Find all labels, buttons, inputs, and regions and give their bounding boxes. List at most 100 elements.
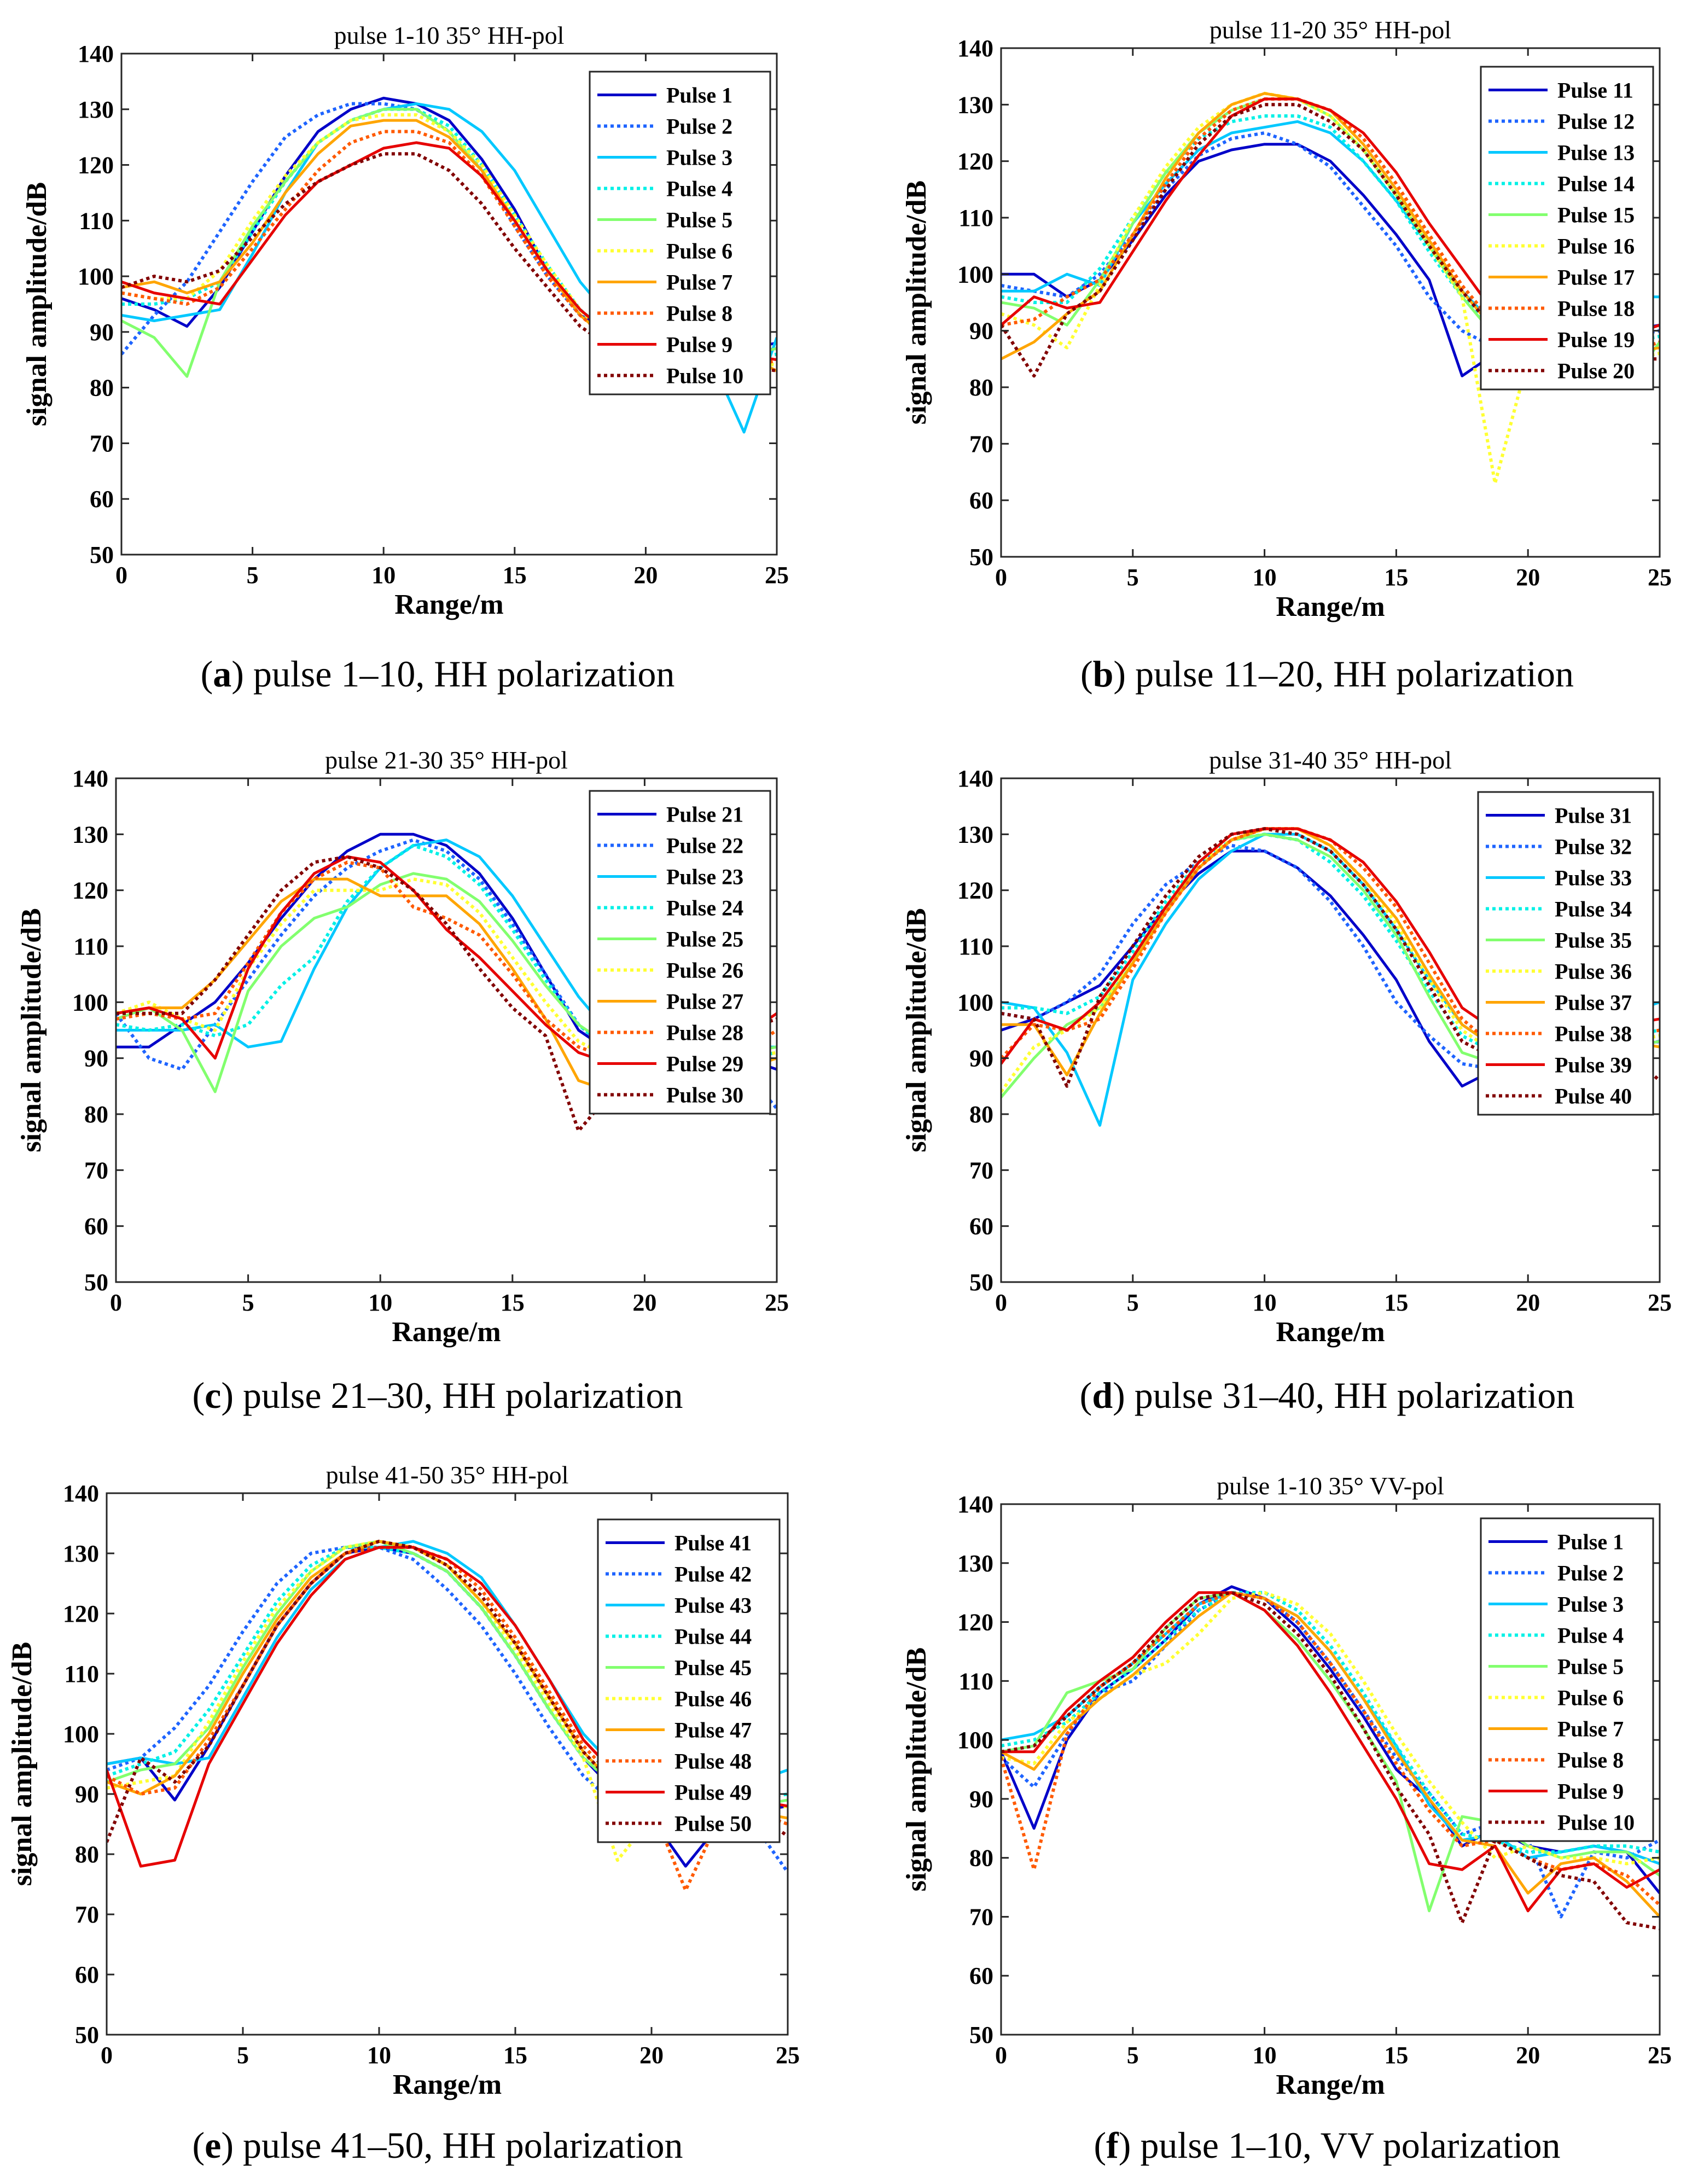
axes-frame: [106, 1492, 789, 2036]
y-tick-label: 110: [73, 933, 108, 960]
y-axis-label: signal amplitude/dB: [21, 182, 53, 426]
series-line-pulse-48: [107, 1546, 788, 1892]
legend-label: Pulse 29: [666, 1052, 743, 1076]
legend-label: Pulse 34: [1555, 897, 1632, 922]
series-line-pulse-7: [1001, 1591, 1660, 1918]
y-tick-label: 100: [957, 261, 993, 288]
y-tick-label: 90: [969, 1786, 993, 1813]
axes-frame: [120, 53, 778, 556]
series-line-pulse-10: [1001, 1591, 1660, 1930]
x-tick-label: 0: [101, 2042, 113, 2069]
chart-title: pulse 11-20 35° HH-pol: [1209, 16, 1451, 44]
axes-frame: [1000, 1503, 1661, 2036]
legend-label: Pulse 20: [1557, 359, 1635, 383]
legend-label: Pulse 7: [1557, 1717, 1624, 1742]
legend-label: Pulse 19: [1557, 328, 1635, 352]
panel-caption: (a) pulse 1–10, HH polarization: [201, 653, 675, 695]
y-tick-label: 70: [969, 1903, 993, 1930]
y-tick-label: 70: [969, 1157, 993, 1184]
axes-frame: [115, 777, 778, 1283]
legend-label: Pulse 2: [1557, 1561, 1624, 1586]
y-tick-label: 100: [957, 989, 993, 1016]
legend-label: Pulse 30: [666, 1083, 743, 1108]
y-tick-label: 70: [90, 430, 114, 457]
x-tick-label: 15: [1384, 564, 1408, 591]
x-tick-label: 20: [1516, 1289, 1540, 1316]
y-tick-label: 110: [958, 933, 993, 960]
y-tick-label: 60: [84, 1213, 108, 1240]
series-line-pulse-34: [1001, 832, 1660, 1060]
x-tick-label: 20: [639, 2042, 664, 2069]
x-tick-label: 10: [1253, 2042, 1277, 2069]
x-tick-label: 5: [1127, 564, 1139, 591]
caption-letter: e: [205, 2124, 221, 2166]
x-tick-label: 10: [368, 1289, 392, 1316]
y-tick-label: 140: [957, 765, 993, 792]
legend-label: Pulse 8: [666, 301, 732, 326]
legend-label: Pulse 8: [1557, 1748, 1624, 1773]
caption-letter: b: [1093, 653, 1114, 695]
legend-label: Pulse 31: [1555, 803, 1632, 828]
y-tick-label: 130: [957, 1550, 993, 1577]
y-tick-label: 100: [72, 989, 108, 1016]
x-tick-label: 10: [371, 562, 396, 589]
y-tick-label: 130: [78, 96, 114, 123]
chart-panel-a: 0 5 10 15 20 25 50 60 70 80 90 100 110 120 130 140 pulse…: [21, 21, 789, 695]
legend-label: Pulse 6: [1557, 1686, 1624, 1710]
x-tick-label: 0: [995, 564, 1007, 591]
x-tick-label: 20: [1516, 2042, 1540, 2069]
legend-label: Pulse 27: [666, 989, 743, 1014]
y-tick-label: 80: [75, 1841, 99, 1868]
x-axis-label: Range/m: [392, 1317, 501, 1348]
x-tick-label: 0: [115, 562, 127, 589]
legend-label: Pulse 14: [1557, 172, 1635, 196]
caption-letter: f: [1106, 2124, 1119, 2166]
chart-panel-c: 0 5 10 15 20 25 50 60 70 80 90 100 110 120 130 140 pulse…: [16, 746, 789, 1416]
x-tick-label: 15: [501, 1289, 525, 1316]
legend-label: Pulse 13: [1557, 141, 1635, 165]
series-line-pulse-9: [1001, 1591, 1660, 1913]
y-tick-label: 100: [78, 263, 114, 290]
x-axis-label: Range/m: [393, 2069, 502, 2100]
y-tick-label: 70: [969, 430, 993, 457]
chart-panel-e: 0 5 10 15 20 25 50 60 70 80 90 100 110 120 130 140 pulse…: [7, 1461, 800, 2166]
x-tick-label: 20: [1516, 564, 1540, 591]
x-tick-label: 25: [1648, 1289, 1672, 1316]
axes-frame: [1000, 777, 1661, 1283]
y-tick-label: 140: [957, 1491, 993, 1518]
legend-label: Pulse 4: [666, 177, 732, 201]
y-tick-label: 90: [969, 318, 993, 345]
legend-label: Pulse 9: [1557, 1779, 1624, 1804]
y-tick-label: 110: [958, 1668, 993, 1694]
y-tick-label: 140: [63, 1480, 99, 1507]
panel-caption: (c) pulse 21–30, HH polarization: [193, 1375, 683, 1416]
caption-letter: a: [213, 653, 231, 695]
x-tick-label: 5: [242, 1289, 254, 1316]
x-tick-label: 25: [765, 562, 789, 589]
x-axis-label: Range/m: [1276, 591, 1385, 622]
x-axis-label: Range/m: [1276, 1317, 1385, 1348]
legend-label: Pulse 28: [666, 1021, 743, 1045]
y-tick-label: 80: [969, 374, 993, 401]
y-tick-label: 60: [969, 1213, 993, 1240]
legend-label: Pulse 39: [1555, 1053, 1632, 1078]
legend-label: Pulse 50: [674, 1812, 752, 1836]
x-tick-label: 25: [776, 2042, 800, 2069]
legend-label: Pulse 38: [1555, 1022, 1632, 1046]
panel-caption: (e) pulse 41–50, HH polarization: [193, 2124, 683, 2166]
y-tick-label: 60: [969, 487, 993, 514]
legend-label: Pulse 32: [1555, 835, 1632, 859]
legend-label: Pulse 10: [666, 364, 743, 388]
x-tick-label: 5: [237, 2042, 249, 2069]
x-tick-label: 0: [995, 1289, 1007, 1316]
panel-caption: (b) pulse 11–20, HH polarization: [1080, 653, 1574, 695]
y-axis-label: signal amplitude/dB: [901, 180, 932, 424]
y-tick-label: 80: [90, 375, 114, 401]
legend-label: Pulse 9: [666, 333, 732, 357]
y-axis-label: signal amplitude/dB: [7, 1642, 38, 1886]
y-tick-label: 140: [957, 35, 993, 62]
panel-caption: (d) pulse 31–40, HH polarization: [1080, 1375, 1575, 1416]
y-tick-label: 120: [957, 877, 993, 904]
y-tick-label: 60: [90, 486, 114, 512]
y-tick-label: 120: [957, 1609, 993, 1636]
